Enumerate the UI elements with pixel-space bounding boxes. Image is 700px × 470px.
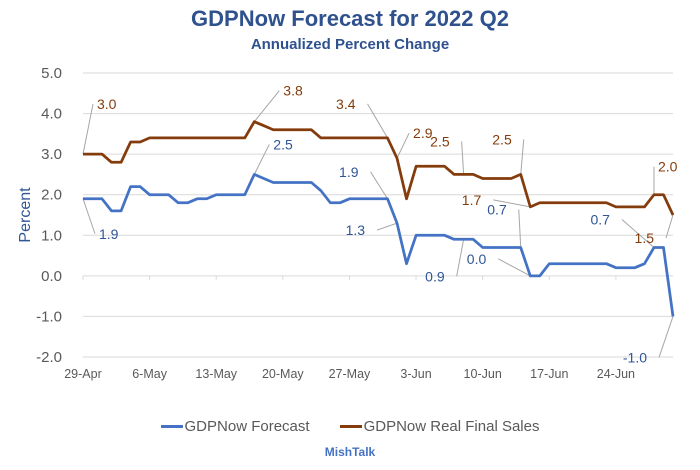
series-line-real-final-sales — [83, 120, 675, 216]
y-tick-label: 0.0 — [41, 268, 62, 285]
legend-item-forecast[interactable]: GDPNow Forecast — [160, 418, 310, 435]
chart-subtitle: Annualized Percent Change — [250, 36, 450, 53]
leader-line — [82, 104, 94, 155]
series-lines — [83, 120, 675, 317]
data-label: 2.5 — [492, 131, 512, 147]
y-tick-label: 2.0 — [41, 187, 62, 204]
data-label: 0.7 — [590, 211, 610, 227]
gridlines — [82, 72, 673, 358]
leader-line — [396, 132, 410, 159]
leader-line — [518, 209, 522, 248]
x-tick-label: 13-May — [195, 367, 237, 381]
x-tick-label: 27-May — [329, 367, 371, 381]
legend-item-real-final-sales[interactable]: GDPNow Real Final Sales — [339, 418, 540, 435]
legend-swatch-real-final-sales — [339, 425, 362, 428]
legend-label-real-final-sales: GDPNow Real Final Sales — [363, 418, 540, 435]
data-label: 2.5 — [430, 133, 450, 149]
data-label: 0.0 — [467, 251, 487, 267]
label-leader-lines — [82, 90, 674, 358]
leader-line — [82, 198, 96, 234]
data-label: 1.3 — [346, 222, 366, 238]
legend-label-forecast: GDPNow Forecast — [184, 418, 310, 435]
legend: GDPNow Forecast GDPNow Real Final Sales — [0, 418, 700, 435]
y-axis-label: Percent — [17, 187, 34, 243]
x-tick-label: 6-May — [132, 367, 167, 381]
leader-line — [493, 199, 531, 208]
source-footer: MishTalk — [324, 445, 376, 459]
x-tick-label: 20-May — [262, 367, 304, 381]
leader-line — [621, 219, 655, 248]
data-label: 1.9 — [99, 226, 119, 242]
leader-line — [665, 214, 674, 239]
leader-line — [456, 239, 465, 277]
x-tick-label: 24-Jun — [597, 367, 635, 381]
data-label: 1.7 — [462, 192, 482, 208]
y-axis-ticks: 5.0 4.0 3.0 2.0 1.0 0.0 -1.0 -2.0 — [36, 65, 62, 366]
data-label: 1.9 — [339, 164, 359, 180]
x-axis-ticks: 29-Apr 6-May 13-May 20-May 27-May 3-Jun 10-Jun… — [64, 367, 635, 381]
series-line-forecast — [83, 173, 675, 317]
legend-swatch-forecast — [160, 425, 183, 428]
y-tick-label: -1.0 — [36, 308, 62, 325]
data-label: 0.7 — [487, 201, 507, 217]
data-label: 2.9 — [413, 125, 433, 141]
leader-line — [658, 316, 674, 358]
x-tick-label: 3-Jun — [400, 367, 431, 381]
leader-line — [498, 258, 531, 277]
y-tick-label: -2.0 — [36, 349, 62, 366]
y-tick-label: 5.0 — [41, 65, 62, 82]
data-label: -1.0 — [623, 349, 647, 365]
leader-line — [367, 103, 388, 139]
leader-line — [370, 171, 388, 200]
leader-line — [520, 139, 525, 175]
y-tick-label: 3.0 — [41, 146, 62, 163]
chart-title: GDPNow Forecast for 2022 Q2 — [191, 6, 509, 31]
data-labels: 1.9 2.5 1.9 1.3 0.9 0.7 0.0 0.7 -1.0 3.0 3.8 3.4 2.9… — [97, 83, 678, 366]
data-label: 3.4 — [336, 96, 356, 112]
x-tick-label: 29-Apr — [64, 367, 102, 381]
data-label: 2.0 — [658, 159, 678, 175]
leader-line — [461, 141, 465, 175]
y-tick-label: 4.0 — [41, 106, 62, 123]
data-label: 3.8 — [283, 83, 303, 99]
x-tick-label: 10-Jun — [464, 367, 502, 381]
leader-line — [253, 90, 280, 122]
y-tick-label: 1.0 — [41, 227, 62, 244]
data-label: 3.0 — [97, 96, 117, 112]
data-label: 0.9 — [425, 268, 445, 284]
data-label: 1.5 — [635, 230, 655, 246]
leader-line — [253, 144, 270, 175]
data-label: 2.5 — [273, 136, 293, 152]
x-tick-label: 17-Jun — [530, 367, 568, 381]
leader-line — [376, 222, 398, 231]
